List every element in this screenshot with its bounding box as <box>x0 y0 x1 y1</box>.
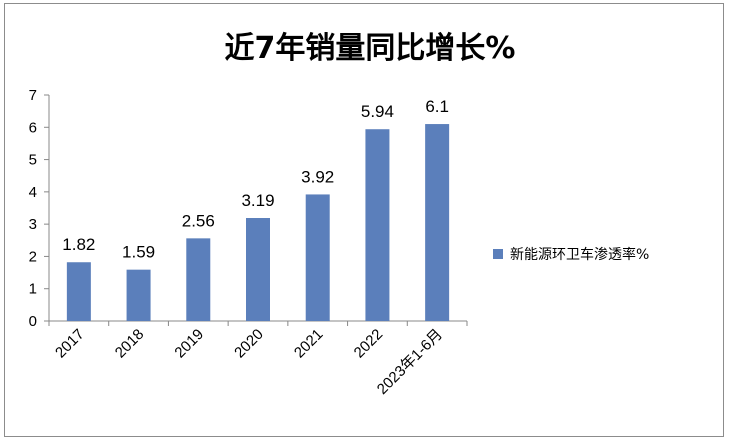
bar <box>305 194 330 321</box>
bar <box>66 262 91 321</box>
y-tick-label: 6 <box>29 119 37 136</box>
data-label: 5.94 <box>361 102 394 121</box>
data-label: 3.92 <box>301 167 334 186</box>
bar <box>425 124 450 321</box>
x-tick-label: 2022 <box>351 326 387 362</box>
bar <box>126 269 151 321</box>
chart-area: 近7年销量同比增长% 0 1 2 3 4 5 6 7 1.82 2017 1.59 2018 2.56 2… <box>4 3 724 437</box>
plot-area: 0 1 2 3 4 5 6 7 1.82 2017 1.59 2018 2.56 2019 3.19 2020… <box>29 87 468 398</box>
y-tick-label: 7 <box>29 87 37 104</box>
x-tick-label: 2017 <box>52 326 88 362</box>
legend-swatch <box>493 249 503 259</box>
y-tick-label: 4 <box>29 184 37 201</box>
y-tick-label: 3 <box>29 216 37 233</box>
y-tick-label: 1 <box>29 281 37 298</box>
x-tick-label: 2021 <box>291 326 327 362</box>
data-label: 1.59 <box>122 243 155 262</box>
x-tick-label: 2018 <box>112 326 148 362</box>
y-tick-label: 0 <box>29 313 37 330</box>
legend: 新能源环卫车渗透率% <box>493 246 649 263</box>
data-label: 3.19 <box>241 191 274 210</box>
bar <box>246 218 270 321</box>
data-label: 6.1 <box>425 97 449 116</box>
bar <box>186 238 211 321</box>
x-tick-label: 2020 <box>231 326 267 362</box>
y-tick-label: 2 <box>29 248 37 265</box>
bar-chart: 近7年销量同比增长% 0 1 2 3 4 5 6 7 1.82 2017 1.59 2018 2.56 2… <box>29 31 650 398</box>
y-tick-label: 5 <box>29 152 37 169</box>
chart-title: 近7年销量同比增长% <box>225 31 516 66</box>
data-label: 1.82 <box>62 235 95 254</box>
legend-label: 新能源环卫车渗透率% <box>510 246 649 263</box>
x-tick-label: 2019 <box>171 326 207 362</box>
bar <box>365 129 390 321</box>
data-label: 2.56 <box>182 211 215 230</box>
